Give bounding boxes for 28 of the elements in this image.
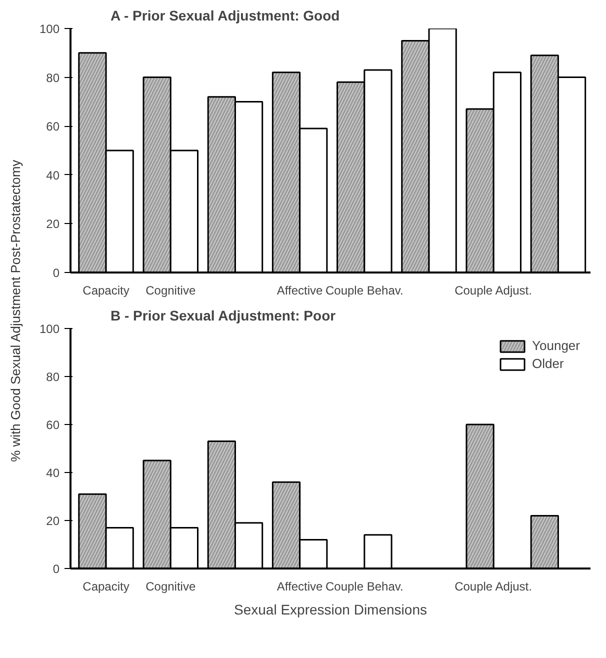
y-tick-label: 20 [46,217,60,232]
y-axis-title: % with Good Sexual Adjustment Post-Prostatectomy [8,159,23,462]
y-tick-label: 100 [39,322,60,336]
x-axis-title: Sexual Expression Dimensions [234,602,427,618]
y-tick-label: 80 [46,70,60,85]
y-tick-label: 40 [46,168,60,182]
x-tick-label: Couple Behav. [326,580,404,594]
y-tick-label: 100 [39,22,60,36]
x-tick-label: Cognitive [146,580,196,594]
chart-title: A - Prior Sexual Adjustment: Good [110,8,340,24]
y-tick-label: 60 [46,418,60,432]
y-tick-label: 60 [46,120,60,134]
y-tick-label: 80 [46,370,60,384]
x-tick-label: Affective [276,580,324,594]
x-tick-label: Cognitive [146,284,196,298]
x-tick-label: Capacity [82,284,130,298]
y-tick-label: 20 [46,514,60,528]
chart-title: B - Prior Sexual Adjustment: Poor [110,308,336,324]
legend-label: Younger [532,338,580,353]
y-tick-label: 0 [52,266,60,280]
x-tick-label: Couple Behav. [326,284,404,298]
y-tick-label: 40 [46,466,60,480]
legend-label: Older [532,356,564,371]
x-tick-label: Capacity [82,580,130,594]
y-tick-label: 0 [52,562,60,576]
x-tick-label: Couple Adjust. [454,284,532,298]
x-tick-label: Affective [276,284,324,298]
x-tick-label: Couple Adjust. [454,580,532,594]
